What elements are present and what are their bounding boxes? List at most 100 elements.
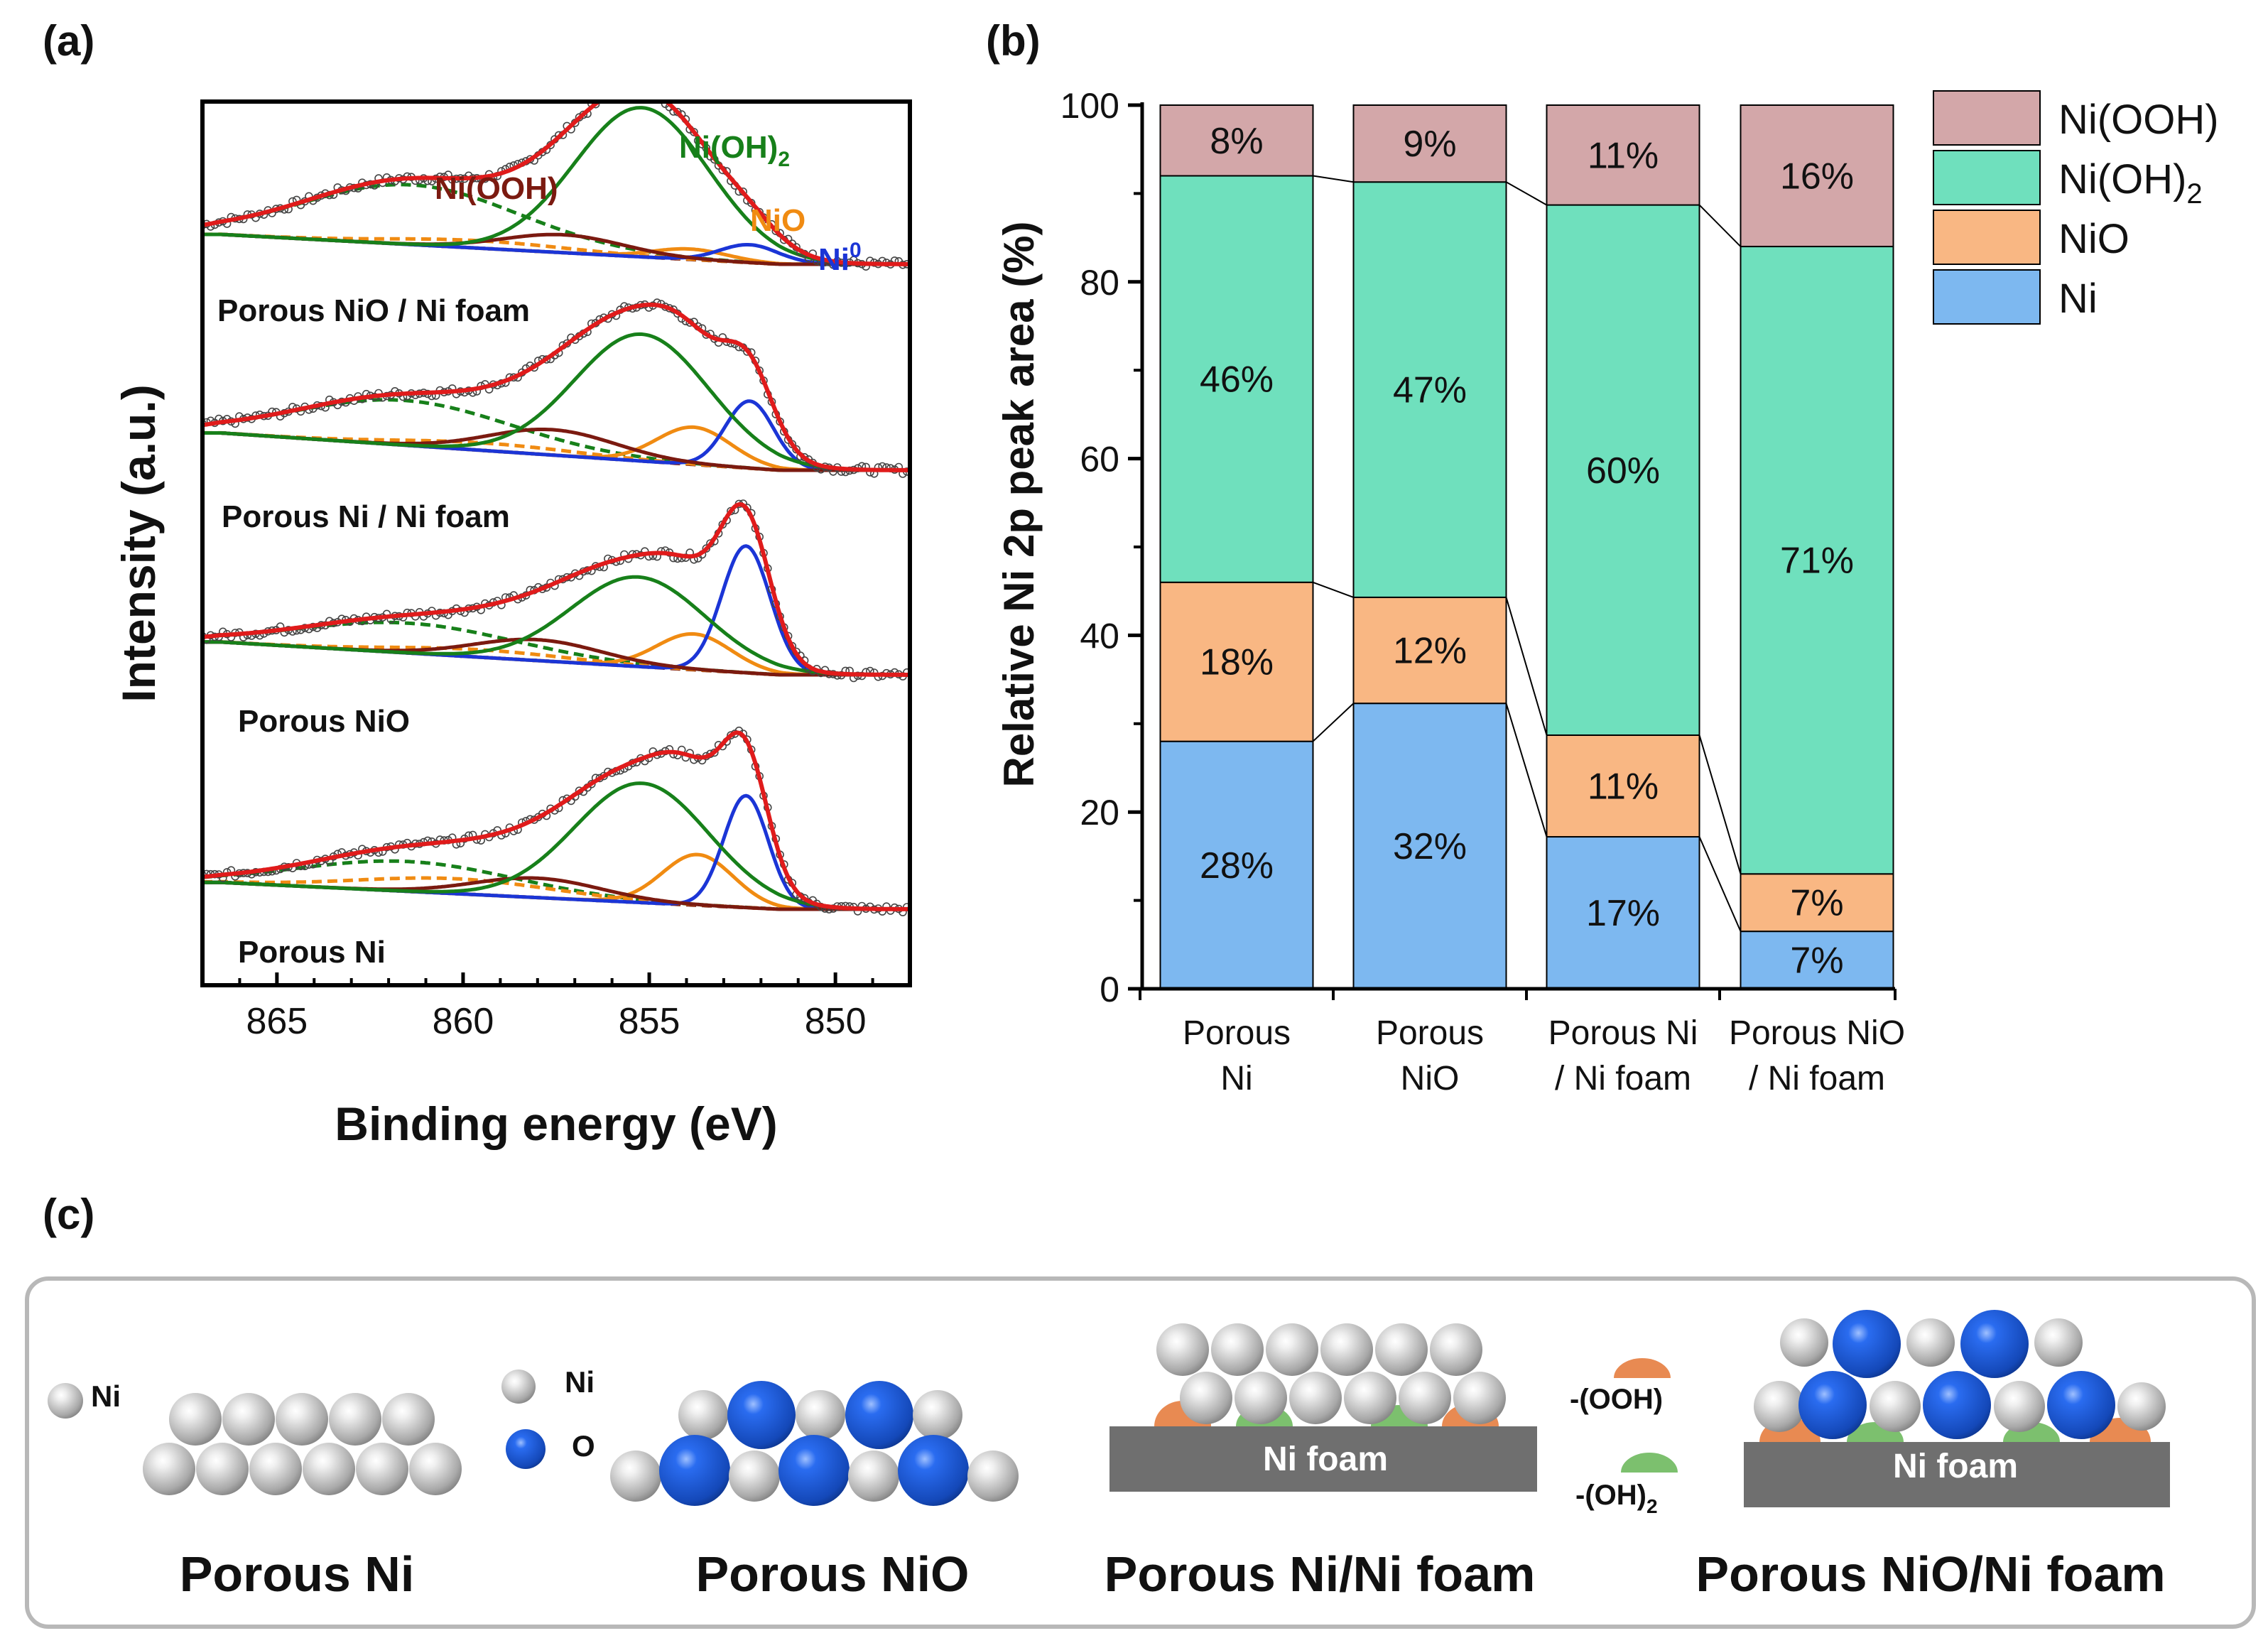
bar-value-label: 7% — [1790, 883, 1843, 924]
connector-line — [1505, 597, 1548, 736]
bar-segment-niooh — [1352, 104, 1507, 183]
connector-line — [1506, 181, 1547, 206]
data-point — [673, 107, 682, 116]
data-point — [755, 207, 764, 217]
data-point — [641, 85, 649, 92]
data-point — [690, 128, 698, 136]
o-atom — [506, 1429, 546, 1469]
ni-atom — [1754, 1381, 1805, 1432]
data-point — [625, 88, 632, 95]
data-point — [609, 92, 616, 99]
data-point — [629, 87, 636, 94]
connector-line — [1698, 204, 1742, 247]
legend-label-1: Ni(OH)2 — [2058, 156, 2203, 210]
component-sat2 — [202, 876, 910, 911]
o-atom — [1798, 1371, 1867, 1439]
schematic-illustrations — [48, 1310, 2170, 1507]
y-tick-label-0: 0 — [1100, 970, 1119, 1009]
component-nioh2 — [202, 781, 910, 911]
o-atom — [898, 1435, 969, 1506]
legend-swatch-2 — [1933, 210, 2041, 265]
ni-atom — [1344, 1372, 1396, 1424]
ni-foam-slab-1 — [1109, 1426, 1537, 1492]
bar-segment-nio — [1352, 596, 1507, 705]
ni-atom — [1430, 1323, 1482, 1376]
ni-atom — [48, 1383, 83, 1419]
bar-value-label: 17% — [1586, 893, 1660, 934]
o-atom — [1833, 1310, 1901, 1378]
legend-ni-label-2: Ni — [565, 1365, 595, 1399]
peak-label-nio: NiO — [750, 203, 805, 238]
bar-value-label: 28% — [1200, 845, 1274, 886]
legend-swatch-1 — [1933, 150, 2041, 205]
bar-value-label: 18% — [1200, 642, 1274, 683]
category-label-2: / Ni foam — [1555, 1060, 1691, 1097]
ni-atom — [967, 1450, 1019, 1502]
plot-a-frame — [200, 99, 912, 987]
bar-value-label: 9% — [1403, 124, 1456, 165]
ni-atom — [329, 1393, 381, 1446]
ni-atom — [1180, 1372, 1232, 1424]
data-point — [649, 91, 656, 98]
y-tick-label-100: 100 — [1060, 86, 1119, 126]
bar-group-2: 17% 11% 60% 11% Porous Ni / Ni foam — [1546, 104, 1700, 1097]
sample-label-porous-nio-ni-foam: Porous NiO / Ni foam — [217, 293, 530, 328]
connector-line — [1698, 836, 1742, 932]
legend-label-2: NiO — [2058, 216, 2129, 262]
data-point — [604, 92, 612, 99]
bar-segment-niooh — [1546, 104, 1700, 206]
bar-value-label: 71% — [1780, 541, 1854, 582]
bar-value-label: 11% — [1588, 766, 1659, 808]
ni-foam-label-2: Ni foam — [1893, 1448, 2018, 1485]
peak-label-nioh2: Ni(OH)2 — [679, 130, 790, 171]
category-label-3: Porous NiO — [1729, 1014, 1905, 1052]
panel-b: (b) 28% 18% 46% 8% Porous Ni 32% 12% 47% 9% Porous… — [986, 17, 2219, 1097]
surface-group-cap_ooh — [1614, 1358, 1671, 1378]
ni-atom — [1320, 1323, 1373, 1376]
bar-segment-nio — [1740, 873, 1894, 933]
spectrum-3 — [202, 726, 910, 916]
data-point — [637, 83, 644, 90]
bar-segment-nio — [1159, 581, 1314, 742]
ni-foam-slab-2 — [1744, 1442, 2170, 1507]
spectrum-2 — [202, 499, 910, 683]
bar-segment-nio — [1546, 734, 1700, 838]
category-label-0: Porous — [1183, 1014, 1291, 1052]
ni-atom — [1780, 1318, 1828, 1367]
component-nioh2 — [202, 106, 910, 266]
x-axis-title-a: Binding energy (eV) — [335, 1097, 777, 1150]
connector-line — [1698, 734, 1742, 874]
x-tick-label-865: 865 — [246, 1001, 308, 1042]
o-atom — [1960, 1310, 2029, 1378]
legend-swatch-3 — [1933, 269, 2041, 325]
ni-atom — [1375, 1323, 1428, 1376]
data-point — [646, 84, 653, 91]
o-atom — [2047, 1371, 2115, 1439]
bar-value-label: 11% — [1588, 135, 1659, 176]
ni-atom — [610, 1450, 661, 1502]
component-nioh2 — [202, 575, 910, 677]
bar-segment-ni — [1159, 740, 1314, 990]
ni-atom — [2034, 1318, 2083, 1367]
ni-atom — [1156, 1323, 1209, 1376]
ni-atom — [1235, 1372, 1287, 1424]
ni-atom — [1266, 1323, 1318, 1376]
data-point — [771, 227, 781, 236]
peak-label-ni0: Ni0 — [818, 239, 862, 277]
component-ni0 — [202, 793, 910, 911]
ni-atom — [2117, 1382, 2166, 1431]
cap-oh2-label: -(OH)2 — [1575, 1480, 1658, 1517]
legend-label-0: Ni(OOH) — [2058, 97, 2219, 143]
legend-swatch-0 — [1933, 90, 2041, 146]
bar-value-label: 8% — [1210, 121, 1263, 162]
ni-atom — [913, 1390, 962, 1440]
ni-atom — [276, 1393, 328, 1446]
bar-value-label: 47% — [1393, 370, 1467, 411]
legend-o-label: O — [572, 1429, 595, 1463]
data-point — [702, 544, 711, 553]
plot-a-x-ticks: 865 860 855 850 — [238, 972, 874, 1042]
o-atom — [1923, 1371, 1991, 1439]
data-point — [617, 83, 624, 90]
data-point — [633, 82, 640, 90]
ni-atom — [222, 1393, 275, 1446]
